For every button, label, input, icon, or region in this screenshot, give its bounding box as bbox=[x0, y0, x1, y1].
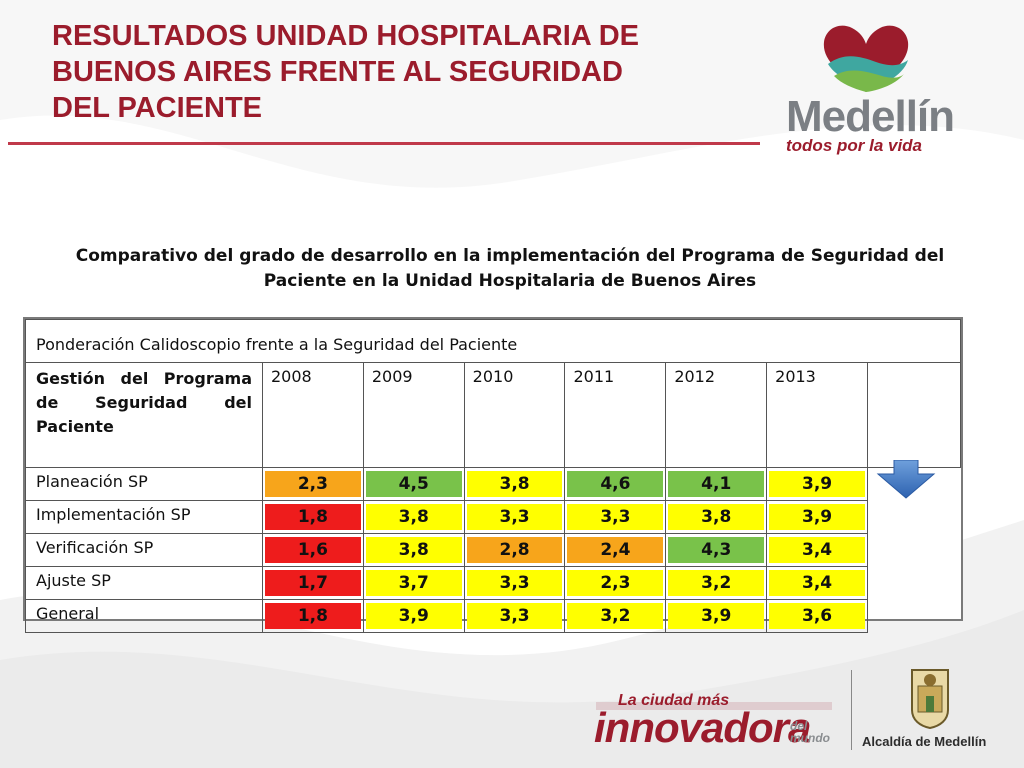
table-row: Ajuste SP 1,7 3,7 3,3 2,3 3,2 3,4 bbox=[25, 566, 961, 600]
title-divider bbox=[8, 142, 760, 145]
year-2011: 2011 bbox=[564, 362, 667, 468]
score-value: 3,8 bbox=[668, 504, 765, 530]
score-cell: 2,3 bbox=[564, 566, 667, 600]
table-row: Implementación SP 1,8 3,8 3,3 3,3 3,8 3,9 bbox=[25, 500, 961, 534]
score-cell: 3,3 bbox=[463, 566, 566, 600]
score-value: 2,8 bbox=[466, 537, 563, 563]
medellin-logo-slogan: todos por la vida bbox=[786, 136, 923, 155]
alcaldia-logo-text: Alcaldía de Medellín bbox=[862, 734, 987, 749]
score-cell: 4,5 bbox=[362, 467, 465, 501]
score-value: 4,1 bbox=[668, 471, 765, 497]
score-cell: 3,7 bbox=[362, 566, 465, 600]
score-value: 2,4 bbox=[567, 537, 664, 563]
alcaldia-shield-icon bbox=[911, 669, 949, 730]
trend-cell bbox=[867, 362, 961, 468]
row-label: Verificación SP bbox=[25, 533, 263, 567]
innovadora-tagline: La ciudad más bbox=[618, 692, 730, 709]
innovadora-del-mundo: del mundo bbox=[790, 719, 830, 745]
row-label: Implementación SP bbox=[25, 500, 263, 534]
score-cell: 3,3 bbox=[564, 500, 667, 534]
medellin-logo-wordmark: Medellín bbox=[786, 92, 955, 141]
score-cell: 3,3 bbox=[463, 599, 566, 633]
score-value: 4,3 bbox=[668, 537, 765, 563]
row-label: General bbox=[25, 599, 263, 633]
score-cell: 3,8 bbox=[362, 533, 465, 567]
score-value: 3,4 bbox=[769, 537, 865, 563]
score-cell: 1,6 bbox=[262, 533, 364, 567]
score-cell: 3,9 bbox=[362, 599, 465, 633]
management-label: Gestión del Programa de Seguridad del Pa… bbox=[25, 362, 263, 468]
table-header: Ponderación Calidoscopio frente a la Seg… bbox=[25, 319, 961, 363]
score-cell: 4,1 bbox=[665, 467, 768, 501]
score-value: 3,2 bbox=[567, 603, 664, 629]
score-value: 3,9 bbox=[769, 471, 865, 497]
score-cell: 3,3 bbox=[463, 500, 566, 534]
score-value: 3,8 bbox=[466, 471, 563, 497]
score-value: 3,9 bbox=[769, 504, 865, 530]
table-row: General 1,8 3,9 3,3 3,2 3,9 3,6 bbox=[25, 599, 961, 633]
score-value: 3,3 bbox=[466, 570, 563, 596]
score-value: 3,8 bbox=[365, 504, 462, 530]
table-row: Planeación SP 2,3 4,5 3,8 4,6 4,1 3,9 bbox=[25, 467, 961, 501]
year-2010: 2010 bbox=[463, 362, 566, 468]
innovadora-underline bbox=[596, 702, 832, 710]
score-cell: 2,8 bbox=[463, 533, 566, 567]
score-value: 3,7 bbox=[365, 570, 462, 596]
score-value: 3,3 bbox=[567, 504, 664, 530]
score-value: 3,9 bbox=[668, 603, 765, 629]
score-cell: 2,4 bbox=[564, 533, 667, 567]
score-value: 1,6 bbox=[265, 537, 361, 563]
score-value: 3,6 bbox=[769, 603, 865, 629]
score-cell: 3,9 bbox=[766, 467, 868, 501]
score-cell: 3,9 bbox=[766, 500, 868, 534]
year-2008: 2008 bbox=[262, 362, 364, 468]
score-cell: 3,8 bbox=[362, 500, 465, 534]
score-value: 3,2 bbox=[668, 570, 765, 596]
score-cell: 3,6 bbox=[766, 599, 868, 633]
score-value: 2,3 bbox=[265, 471, 361, 497]
score-cell: 3,8 bbox=[463, 467, 566, 501]
score-value: 3,3 bbox=[466, 504, 563, 530]
year-2009: 2009 bbox=[362, 362, 465, 468]
score-cell: 3,9 bbox=[665, 599, 768, 633]
table-row: Verificación SP 1,6 3,8 2,8 2,4 4,3 3,4 bbox=[25, 533, 961, 567]
score-value: 3,4 bbox=[769, 570, 865, 596]
score-cell: 1,7 bbox=[262, 566, 364, 600]
arrow-down-icon bbox=[876, 460, 936, 499]
score-cell: 1,8 bbox=[262, 500, 364, 534]
results-table: Ponderación Calidoscopio frente a la Seg… bbox=[23, 317, 963, 633]
row-label: Planeación SP bbox=[25, 467, 263, 501]
score-value: 3,9 bbox=[365, 603, 462, 629]
year-2013: 2013 bbox=[766, 362, 868, 468]
score-cell: 2,3 bbox=[262, 467, 364, 501]
score-value: 1,8 bbox=[265, 504, 361, 530]
score-cell: 1,8 bbox=[262, 599, 364, 633]
score-cell: 3,2 bbox=[564, 599, 667, 633]
innovadora-logo: innovadora bbox=[594, 704, 811, 751]
score-value: 2,3 bbox=[567, 570, 664, 596]
score-value: 3,3 bbox=[466, 603, 563, 629]
row-label: Ajuste SP bbox=[25, 566, 263, 600]
score-value: 3,8 bbox=[365, 537, 462, 563]
score-value: 1,7 bbox=[265, 570, 361, 596]
logo-divider bbox=[851, 670, 852, 750]
table-caption: Comparativo del grado de desarrollo en l… bbox=[75, 246, 945, 291]
score-cell: 3,4 bbox=[766, 533, 868, 567]
page-title: RESULTADOS UNIDAD HOSPITALARIA DE BUENOS… bbox=[52, 20, 639, 124]
score-value: 4,6 bbox=[567, 471, 664, 497]
score-cell: 3,8 bbox=[665, 500, 768, 534]
year-2012: 2012 bbox=[665, 362, 768, 468]
score-cell: 4,3 bbox=[665, 533, 768, 567]
score-cell: 3,2 bbox=[665, 566, 768, 600]
score-cell: 4,6 bbox=[564, 467, 667, 501]
medellin-heart-logo-icon bbox=[823, 25, 909, 93]
score-cell: 3,4 bbox=[766, 566, 868, 600]
score-value: 1,8 bbox=[265, 603, 361, 629]
score-value: 4,5 bbox=[365, 471, 462, 497]
